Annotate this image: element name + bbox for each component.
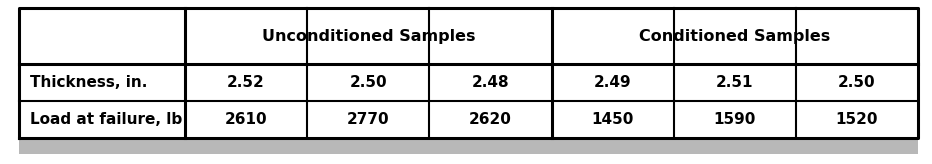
Text: Thickness, in.: Thickness, in. <box>30 75 147 90</box>
Text: 2.48: 2.48 <box>472 75 509 90</box>
Text: 2620: 2620 <box>469 112 512 127</box>
Bar <box>19 138 918 154</box>
Text: 1450: 1450 <box>592 112 634 127</box>
Text: Unconditioned Samples: Unconditioned Samples <box>262 29 475 44</box>
Text: 2.49: 2.49 <box>594 75 631 90</box>
Text: 2770: 2770 <box>347 112 390 127</box>
Text: 2.51: 2.51 <box>716 75 753 90</box>
Text: Load at failure, lb: Load at failure, lb <box>30 112 182 127</box>
Text: Conditioned Samples: Conditioned Samples <box>639 29 830 44</box>
Text: 2610: 2610 <box>225 112 267 127</box>
Text: 2.52: 2.52 <box>227 75 265 90</box>
Text: 2.50: 2.50 <box>838 75 876 90</box>
Text: 2.50: 2.50 <box>350 75 387 90</box>
Text: 1590: 1590 <box>714 112 756 127</box>
Text: 1520: 1520 <box>836 112 878 127</box>
